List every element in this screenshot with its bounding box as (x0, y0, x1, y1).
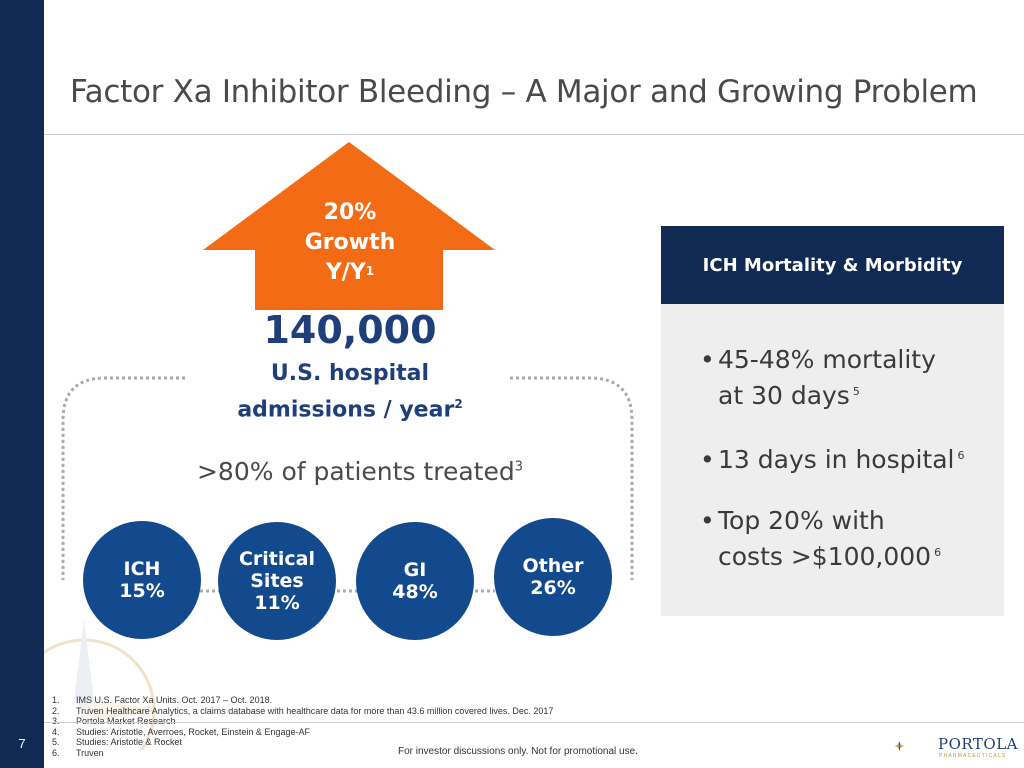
logo-subtitle: PHARMACEUTICALS (939, 753, 1007, 759)
bullet-dot-icon: • (700, 506, 715, 535)
site-label: ICH (123, 558, 161, 580)
bullet-line-1: Top 20% with (718, 506, 885, 535)
treated-footnote-ref: 3 (514, 459, 523, 475)
bullet-footnote-ref: 6 (957, 449, 965, 462)
disclaimer-text: For investor discussions only. Not for p… (398, 746, 638, 757)
site-label: Other (522, 555, 584, 577)
ich-panel-body (661, 304, 1004, 616)
admissions-label: U.S. hospital admissions / year2 (200, 358, 500, 425)
bullet-line-2: at 30 days 5 (718, 381, 860, 410)
bullet-line-2: costs >$100,000 6 (718, 542, 942, 571)
page-title: Factor Xa Inhibitor Bleeding – A Major a… (70, 74, 978, 110)
slide-number: 7 (18, 736, 26, 751)
admissions-line-1: U.S. hospital (270, 361, 430, 386)
growth-footnote-ref: 1 (365, 264, 375, 278)
bullet-dot-icon: • (700, 445, 715, 474)
footnote-item: 5. Studies: Aristotle & Rocket (52, 737, 183, 747)
footnote-item: 3. Portola Market Research (52, 716, 176, 726)
admissions-line-2: admissions / year2 (237, 397, 463, 423)
left-accent-bar (0, 0, 44, 768)
site-circle-other: Other 26% (494, 518, 612, 636)
compass-rose-icon (894, 740, 905, 752)
bullet-line-1: 13 days in hospital 6 (718, 445, 965, 474)
bullet-line-1: 45-48% mortality (718, 345, 936, 374)
site-value: 26% (530, 577, 576, 599)
site-circle-ich: ICH 15% (83, 521, 201, 639)
admissions-footnote-ref: 2 (454, 397, 463, 411)
site-value: 48% (392, 581, 438, 603)
dotted-bracket (61, 376, 634, 593)
site-circle-critical: Critical Sites 11% (218, 522, 336, 640)
footnotes-list: 1. IMS U.S. Factor Xa Units. Oct. 2017 – … (46, 695, 553, 758)
ich-bullet: • 45-48% mortality at 30 days 5 (700, 342, 936, 414)
growth-label: 20% Growth Y/Y1 (265, 198, 435, 288)
footnote-item: 6. Truven (52, 747, 104, 758)
footnote-item: 4. Studies: Aristotle, Averroes, Rocket, … (52, 726, 310, 737)
ich-bullet: • 13 days in hospital 6 (700, 442, 965, 478)
site-label: Critical (238, 548, 316, 570)
compass-watermark-icon (44, 620, 164, 750)
growth-word: Growth (304, 230, 396, 255)
admissions-number: 140,000 (263, 308, 437, 352)
treated-statement: >80% of patients treated3 (196, 457, 523, 486)
title-divider (44, 134, 1024, 135)
ich-bullet: • Top 20% with costs >$100,000 6 (700, 503, 941, 575)
bullet-footnote-ref: 6 (934, 546, 942, 559)
logo-wordmark: PORTOLA (938, 735, 1019, 753)
growth-percent: 20% (323, 200, 377, 225)
footnote-item: 2. Truven Healthcare Analytics, a claims … (52, 705, 554, 716)
bullet-dot-icon: • (700, 345, 715, 374)
ich-panel-header: ICH Mortality & Morbidity (661, 226, 1004, 304)
footer-divider (44, 722, 1024, 723)
site-label-2: Sites (250, 570, 304, 592)
growth-yy: Y/Y1 (325, 260, 375, 285)
site-circle-gi: GI 48% (356, 522, 474, 640)
footnote-item: 1. IMS U.S. Factor Xa Units. Oct. 2017 – … (52, 695, 273, 705)
growth-arrow-icon (203, 142, 495, 310)
bullet-footnote-ref: 5 (852, 385, 860, 398)
site-label: GI (403, 559, 427, 581)
site-value: 11% (254, 592, 300, 614)
site-value: 15% (119, 580, 165, 602)
